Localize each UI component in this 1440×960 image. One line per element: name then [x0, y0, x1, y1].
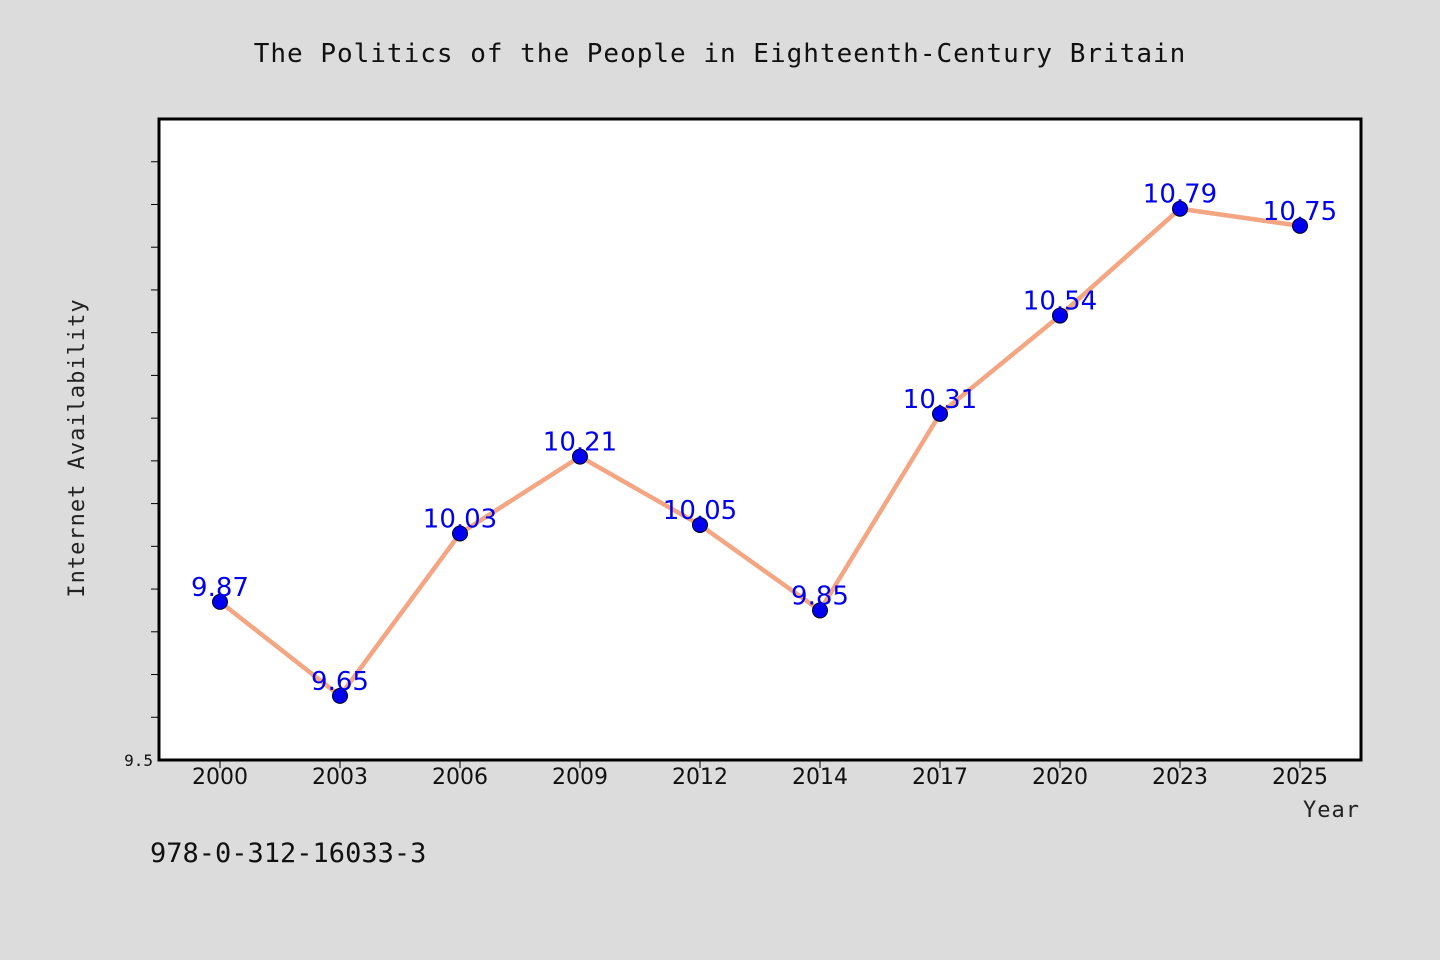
chart-title: The Politics of the People in Eighteenth… [254, 39, 1187, 69]
x-tick-label: 2023 [1152, 765, 1208, 790]
data-label: 10.05 [663, 496, 737, 526]
x-tick-label: 2014 [792, 765, 848, 790]
data-point [332, 687, 348, 704]
x-tick-label: 2000 [192, 765, 248, 790]
data-label: 10.75 [1263, 197, 1337, 227]
x-axis-tick-labels: 2000 2003 2006 2009 2012 2014 2017 2020 2023 2025 [192, 765, 1328, 790]
y-tick-label: 9.5 [124, 751, 153, 770]
data-point [692, 516, 708, 533]
x-tick-label: 2020 [1032, 765, 1088, 790]
series-line [217, 206, 1303, 699]
x-tick-label: 2017 [912, 765, 968, 790]
data-point [572, 448, 588, 465]
data-point [812, 602, 828, 619]
data-label: 10.79 [1143, 180, 1217, 210]
x-tick-label: 2006 [432, 765, 488, 790]
y-axis-tick-labels: 9.5 [124, 751, 153, 770]
data-label: 9.65 [311, 667, 369, 697]
data-point [1292, 217, 1308, 234]
x-tick-label: 2025 [1272, 765, 1328, 790]
data-point [932, 405, 948, 422]
data-label: 9.85 [791, 581, 849, 611]
isbn-footnote: 978-0-312-16033-3 [150, 838, 426, 869]
data-points [212, 200, 1308, 704]
x-axis-ticks [219, 760, 1301, 768]
data-point [1172, 200, 1188, 217]
x-axis-label: Year [1303, 798, 1360, 823]
data-point [452, 525, 468, 542]
x-tick-label: 2012 [672, 765, 728, 790]
data-point [212, 593, 228, 610]
data-label: 10.21 [543, 428, 617, 458]
data-label: 10.54 [1023, 287, 1097, 317]
x-tick-label: 2003 [312, 765, 368, 790]
data-label: 10.31 [903, 385, 977, 415]
data-label: 9.87 [191, 573, 249, 603]
y-axis-ticks [151, 161, 159, 718]
data-point [1052, 307, 1068, 324]
y-axis-label: Internet Availability [65, 298, 90, 597]
data-label: 10.03 [423, 505, 497, 535]
x-tick-label: 2009 [552, 765, 608, 790]
data-labels: 9.87 9.65 10.03 10.21 10.05 9.85 10.31 10.54 10.… [191, 180, 1337, 697]
